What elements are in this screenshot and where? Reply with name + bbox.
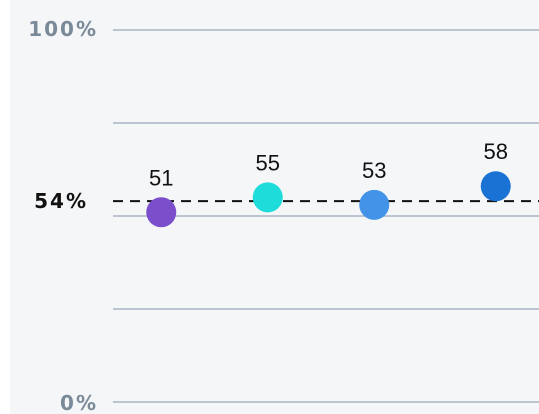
data-label-2: 53 [362,158,386,183]
y-tick-label-top: 100% [28,17,98,41]
data-point-2 [359,189,390,220]
y-tick-label-bottom: 0% [60,391,98,414]
data-point-0 [146,197,177,228]
reference-line-label: 54% [34,189,88,213]
data-label-3: 58 [484,139,508,164]
reference-line-group: 54% [34,189,539,213]
data-label-0: 51 [149,165,173,190]
y-axis-ticks: 100% 0% [28,17,98,414]
data-points: 51 55 53 58 [146,139,511,228]
data-point-3 [480,171,511,202]
data-point-1 [252,182,283,213]
gridlines [113,29,539,403]
data-label-1: 55 [256,150,280,175]
